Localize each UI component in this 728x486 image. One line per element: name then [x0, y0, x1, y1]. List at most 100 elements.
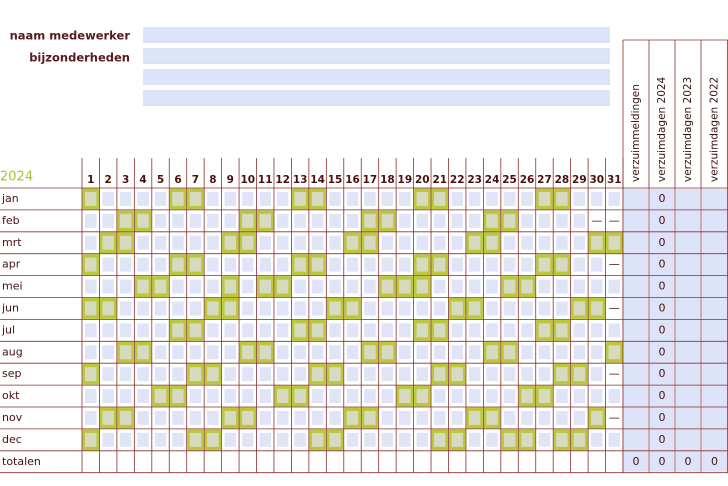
free-day-box[interactable]	[311, 432, 324, 447]
free-day-box[interactable]	[311, 257, 324, 272]
day-box[interactable]	[451, 389, 463, 403]
day-box[interactable]	[311, 301, 324, 316]
day-box[interactable]	[242, 432, 254, 447]
day-box[interactable]	[207, 345, 219, 360]
day-box[interactable]	[434, 301, 446, 316]
day-box[interactable]	[294, 432, 306, 447]
day-box[interactable]	[451, 257, 463, 272]
free-day-box[interactable]	[416, 192, 429, 206]
day-box[interactable]	[451, 323, 463, 338]
day-box[interactable]	[381, 301, 394, 316]
day-box[interactable]	[521, 411, 533, 425]
day-box[interactable]	[276, 301, 289, 316]
day-box[interactable]	[346, 279, 359, 294]
day-box[interactable]	[364, 367, 376, 382]
free-day-box[interactable]	[172, 257, 184, 272]
day-box[interactable]	[486, 301, 498, 316]
free-day-box[interactable]	[119, 411, 132, 425]
day-box[interactable]	[259, 411, 271, 425]
day-box[interactable]	[381, 323, 394, 338]
day-box[interactable]	[259, 432, 271, 447]
free-day-box[interactable]	[224, 235, 237, 250]
free-day-box[interactable]	[416, 279, 429, 294]
input-line[interactable]	[143, 48, 610, 62]
day-box[interactable]	[85, 235, 97, 250]
free-day-box[interactable]	[85, 432, 97, 447]
day-box[interactable]	[172, 411, 184, 425]
day-box[interactable]	[311, 345, 324, 360]
day-box[interactable]	[137, 411, 149, 425]
day-box[interactable]	[329, 213, 341, 228]
day-box[interactable]	[399, 367, 411, 382]
day-box[interactable]	[119, 389, 132, 403]
day-box[interactable]	[381, 389, 394, 403]
day-box[interactable]	[346, 345, 359, 360]
day-box[interactable]	[451, 279, 463, 294]
day-box[interactable]	[242, 192, 254, 206]
day-box[interactable]	[399, 213, 411, 228]
free-day-box[interactable]	[503, 432, 516, 447]
day-box[interactable]	[119, 301, 132, 316]
day-box[interactable]	[468, 192, 481, 206]
free-day-box[interactable]	[434, 192, 446, 206]
day-box[interactable]	[399, 235, 411, 250]
day-box[interactable]	[259, 235, 271, 250]
day-box[interactable]	[486, 432, 498, 447]
day-box[interactable]	[311, 279, 324, 294]
day-box[interactable]	[242, 367, 254, 382]
free-day-box[interactable]	[521, 389, 533, 403]
day-box[interactable]	[399, 432, 411, 447]
day-box[interactable]	[224, 213, 237, 228]
day-box[interactable]	[486, 257, 498, 272]
day-box[interactable]	[85, 389, 97, 403]
day-box[interactable]	[154, 192, 167, 206]
day-box[interactable]	[468, 432, 481, 447]
free-day-box[interactable]	[556, 323, 568, 338]
day-box[interactable]	[591, 279, 603, 294]
day-box[interactable]	[311, 411, 324, 425]
day-box[interactable]	[538, 213, 551, 228]
free-day-box[interactable]	[85, 257, 97, 272]
day-box[interactable]	[486, 192, 498, 206]
day-box[interactable]	[399, 192, 411, 206]
day-box[interactable]	[364, 257, 376, 272]
day-box[interactable]	[468, 213, 481, 228]
day-box[interactable]	[416, 432, 429, 447]
day-box[interactable]	[224, 389, 237, 403]
free-day-box[interactable]	[538, 323, 551, 338]
day-box[interactable]	[381, 411, 394, 425]
free-day-box[interactable]	[189, 367, 202, 382]
free-day-box[interactable]	[259, 345, 271, 360]
day-box[interactable]	[189, 301, 202, 316]
day-box[interactable]	[294, 213, 306, 228]
day-box[interactable]	[224, 257, 237, 272]
day-box[interactable]	[364, 432, 376, 447]
day-box[interactable]	[294, 367, 306, 382]
day-box[interactable]	[329, 192, 341, 206]
day-box[interactable]	[207, 192, 219, 206]
day-box[interactable]	[416, 411, 429, 425]
day-box[interactable]	[329, 235, 341, 250]
day-box[interactable]	[85, 323, 97, 338]
day-box[interactable]	[294, 301, 306, 316]
day-box[interactable]	[189, 213, 202, 228]
free-day-box[interactable]	[119, 235, 132, 250]
free-day-box[interactable]	[434, 323, 446, 338]
free-day-box[interactable]	[224, 301, 237, 316]
day-box[interactable]	[521, 323, 533, 338]
free-day-box[interactable]	[556, 192, 568, 206]
day-box[interactable]	[451, 411, 463, 425]
free-day-box[interactable]	[242, 411, 254, 425]
day-box[interactable]	[608, 192, 620, 206]
free-day-box[interactable]	[207, 301, 219, 316]
day-box[interactable]	[119, 432, 132, 447]
free-day-box[interactable]	[399, 389, 411, 403]
day-box[interactable]	[329, 411, 341, 425]
free-day-box[interactable]	[521, 432, 533, 447]
day-box[interactable]	[364, 279, 376, 294]
free-day-box[interactable]	[85, 367, 97, 382]
day-box[interactable]	[399, 323, 411, 338]
day-box[interactable]	[434, 213, 446, 228]
day-box[interactable]	[102, 257, 114, 272]
day-box[interactable]	[137, 323, 149, 338]
